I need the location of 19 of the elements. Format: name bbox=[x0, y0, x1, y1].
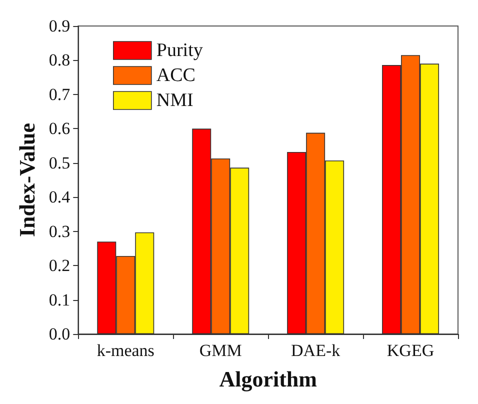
x-tick-label: GMM bbox=[199, 341, 242, 360]
y-tick-label: 0.9 bbox=[48, 16, 70, 36]
y-tick-label: 0.4 bbox=[48, 188, 71, 207]
y-axis-title: Index-Value bbox=[14, 122, 40, 238]
y-tick-label: 0.6 bbox=[48, 119, 70, 138]
legend-label: ACC bbox=[156, 65, 196, 86]
y-tick-label: 0.5 bbox=[48, 153, 70, 172]
y-tick-label: 0.7 bbox=[48, 84, 71, 104]
x-tick-label: KGEG bbox=[386, 341, 434, 360]
legend-label: NMI bbox=[156, 90, 194, 111]
y-tick-label: 0.1 bbox=[48, 290, 70, 310]
y-tick-label: 0.8 bbox=[48, 50, 70, 70]
y-tick-label: 0.2 bbox=[48, 256, 70, 276]
y-tick-label: 0.3 bbox=[48, 222, 70, 241]
x-tick-label: k-means bbox=[96, 341, 154, 360]
legend-label: Purity bbox=[156, 40, 204, 61]
x-axis-title: Algorithm bbox=[219, 366, 317, 392]
x-tick-label: DAE-k bbox=[291, 341, 341, 360]
y-tick-label: 0.0 bbox=[48, 324, 70, 344]
